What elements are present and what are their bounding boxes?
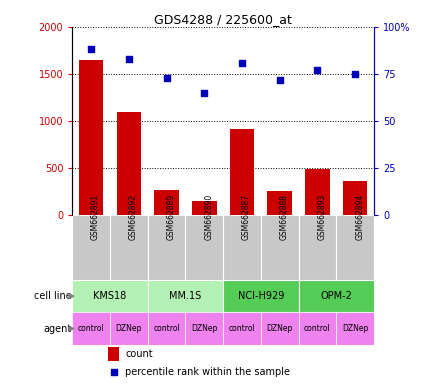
Text: GSM662887: GSM662887: [242, 194, 251, 240]
Text: DZNep: DZNep: [191, 324, 218, 333]
Bar: [72, 215, 110, 280]
Text: MM.1S: MM.1S: [169, 291, 201, 301]
Text: GSM662892: GSM662892: [129, 194, 138, 240]
Bar: [185, 215, 223, 280]
Text: percentile rank within the sample: percentile rank within the sample: [125, 367, 290, 377]
Bar: [298, 280, 374, 313]
Point: [201, 90, 208, 96]
Text: GSM662891: GSM662891: [91, 194, 100, 240]
Text: GSM662893: GSM662893: [317, 194, 326, 240]
Bar: [230, 129, 254, 215]
Text: control: control: [153, 324, 180, 333]
Bar: [298, 215, 336, 280]
Point: [314, 67, 321, 73]
Text: GSM662894: GSM662894: [355, 194, 364, 240]
Bar: [79, 60, 103, 215]
Text: GSM662888: GSM662888: [280, 194, 289, 240]
Title: GDS4288 / 225600_at: GDS4288 / 225600_at: [154, 13, 292, 26]
Bar: [305, 169, 330, 215]
Bar: [110, 215, 148, 280]
Point: [352, 71, 359, 77]
Text: GSM662890: GSM662890: [204, 194, 213, 240]
Bar: [110, 313, 148, 345]
Text: control: control: [304, 324, 331, 333]
Point: [88, 46, 94, 53]
Bar: [148, 313, 185, 345]
Point: [238, 60, 245, 66]
Bar: [72, 280, 148, 313]
Bar: [261, 215, 298, 280]
Bar: [72, 313, 110, 345]
Bar: [336, 313, 374, 345]
Text: control: control: [78, 324, 105, 333]
Text: OPM-2: OPM-2: [320, 291, 352, 301]
Text: count: count: [125, 349, 153, 359]
Text: KMS18: KMS18: [94, 291, 127, 301]
Bar: [185, 313, 223, 345]
Text: DZNep: DZNep: [116, 324, 142, 333]
Point: [125, 56, 132, 62]
Text: GSM662889: GSM662889: [167, 194, 176, 240]
Bar: [108, 347, 119, 361]
Text: cell line: cell line: [34, 291, 71, 301]
Bar: [223, 313, 261, 345]
Bar: [261, 313, 298, 345]
Bar: [298, 313, 336, 345]
Text: DZNep: DZNep: [266, 324, 293, 333]
Text: control: control: [229, 324, 255, 333]
Text: NCI-H929: NCI-H929: [238, 291, 284, 301]
Bar: [148, 280, 223, 313]
Bar: [154, 190, 179, 215]
Bar: [336, 215, 374, 280]
Bar: [223, 215, 261, 280]
Bar: [223, 280, 298, 313]
Bar: [148, 215, 185, 280]
Text: agent: agent: [43, 324, 71, 334]
Bar: [343, 181, 367, 215]
Bar: [116, 112, 141, 215]
Text: DZNep: DZNep: [342, 324, 368, 333]
Bar: [267, 191, 292, 215]
Point: [163, 74, 170, 81]
Point: [276, 76, 283, 83]
Bar: [192, 201, 216, 215]
